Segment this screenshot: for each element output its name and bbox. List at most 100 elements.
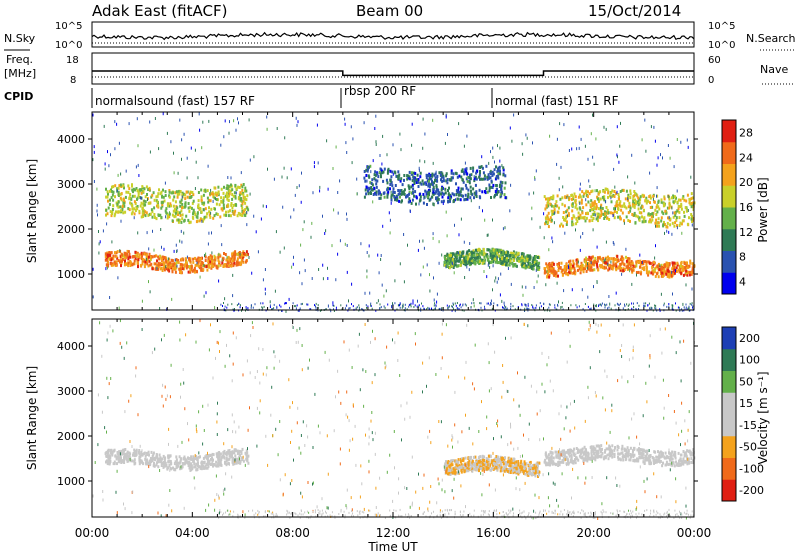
- echo-cell: [120, 198, 123, 202]
- echo-cell: [486, 175, 489, 179]
- echo-cell: [628, 303, 630, 306]
- echo-cell: [211, 462, 213, 466]
- echo-cell: [119, 196, 122, 200]
- echo-cell: [196, 212, 199, 216]
- echo-cell: [156, 461, 158, 465]
- echo-cell: [653, 125, 655, 129]
- echo-cell: [138, 256, 141, 260]
- echo-cell: [496, 251, 499, 255]
- echo-cell: [474, 260, 477, 264]
- echo-cell: [600, 209, 603, 213]
- echo-cell: [402, 305, 404, 308]
- echo-cell: [118, 260, 121, 264]
- echo-cell: [557, 269, 560, 272]
- echo-cell: [409, 177, 412, 181]
- echo-cell: [112, 257, 115, 261]
- echo-cell: [219, 215, 222, 219]
- echo-cell: [159, 307, 161, 310]
- echo-cell: [154, 457, 157, 461]
- echo-cell: [674, 210, 677, 214]
- echo-cell: [236, 257, 239, 261]
- echo-cell: [487, 263, 489, 267]
- echo-cell: [620, 266, 623, 270]
- echo-cell: [521, 257, 524, 261]
- echo-cell: [490, 196, 492, 199]
- echo-cell: [523, 471, 525, 475]
- echo-cell: [117, 173, 119, 177]
- echo-cell: [110, 263, 113, 267]
- echo-cell: [623, 202, 626, 206]
- echo-cell: [130, 212, 133, 216]
- echo-cell: [473, 177, 476, 181]
- echo-cell: [152, 457, 155, 461]
- echo-cell: [517, 259, 520, 263]
- echo-cell: [410, 171, 413, 175]
- echo-cell: [631, 266, 634, 270]
- echo-cell: [600, 203, 603, 207]
- echo-cell: [686, 308, 688, 311]
- echo-cell: [356, 306, 358, 309]
- echo-cell: [149, 462, 152, 466]
- echo-cell: [136, 117, 138, 121]
- echo-cell: [524, 309, 526, 312]
- echo-cell: [676, 209, 679, 213]
- echo-cell: [470, 261, 473, 265]
- echo-cell: [391, 305, 392, 308]
- echo-cell: [501, 261, 504, 265]
- echo-cell: [468, 249, 471, 253]
- echo-cell: [673, 271, 676, 275]
- echo-cell: [500, 261, 503, 265]
- echo-cell: [219, 263, 222, 267]
- echo-cell: [573, 192, 576, 196]
- echo-cell: [339, 179, 341, 183]
- echo-cell: [395, 174, 398, 178]
- echo-cell: [152, 229, 153, 233]
- echo-cell: [621, 204, 624, 208]
- echo-cell: [396, 308, 398, 311]
- echo-cell: [645, 271, 648, 275]
- echo-cell: [674, 213, 677, 217]
- echo-cell: [472, 258, 475, 262]
- echo-cell: [651, 212, 654, 216]
- echo-cell: [691, 303, 693, 306]
- echo-cell: [563, 123, 565, 127]
- echo-cell: [645, 196, 648, 200]
- echo-cell: [668, 203, 671, 207]
- echo-cell: [472, 455, 475, 459]
- echo-cell: [690, 175, 692, 179]
- echo-cell: [174, 468, 177, 472]
- echo-cell: [588, 255, 591, 259]
- echo-cell: [571, 223, 574, 227]
- echo-cell: [179, 262, 182, 266]
- echo-cell: [317, 306, 319, 309]
- echo-cell: [301, 282, 303, 286]
- echo-cell: [585, 191, 587, 194]
- echo-cell: [234, 209, 237, 213]
- echo-cell: [160, 256, 163, 260]
- echo-cell: [351, 161, 353, 165]
- echo-cell: [177, 213, 179, 216]
- echo-cell: [627, 265, 629, 268]
- echo-cell: [211, 452, 214, 456]
- echo-cell: [605, 266, 607, 270]
- echo-cell: [414, 178, 417, 182]
- echo-cell: [155, 254, 158, 258]
- echo-cell: [671, 270, 674, 274]
- echo-cell: [589, 209, 592, 213]
- echo-cell: [591, 219, 594, 222]
- echo-cell: [170, 462, 173, 466]
- noise-sky-line: [91, 31, 695, 41]
- echo-cell: [200, 257, 203, 260]
- echo-cell: [531, 260, 534, 264]
- echo-cell: [241, 458, 244, 462]
- echo-cell: [176, 193, 179, 197]
- echo-cell: [228, 454, 231, 458]
- echo-cell: [505, 251, 507, 255]
- echo-cell: [512, 457, 515, 461]
- echo-cell: [534, 177, 536, 181]
- echo-cell: [371, 183, 374, 187]
- noise-panel-frame: [91, 21, 695, 48]
- echo-cell: [207, 260, 210, 263]
- echo-cell: [624, 197, 627, 201]
